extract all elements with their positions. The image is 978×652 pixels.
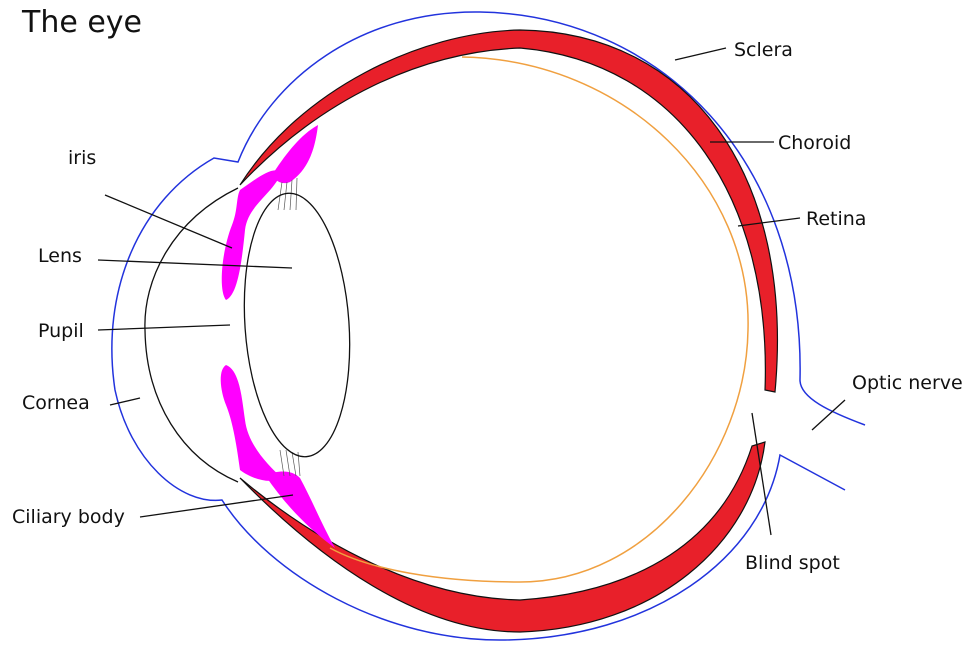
retina	[330, 57, 748, 582]
label: iris	[68, 147, 96, 169]
cornea	[145, 188, 238, 482]
iris	[222, 170, 282, 300]
sclera	[112, 12, 865, 640]
iris	[221, 365, 282, 481]
leader-line	[675, 48, 726, 60]
eye-diagram: The eye Sclera Choroid Retina iris Lens …	[0, 0, 978, 652]
label: Pupil	[38, 320, 84, 342]
leader-line	[98, 325, 230, 330]
lens	[236, 190, 358, 461]
label: Choroid	[778, 132, 851, 154]
choroid	[240, 442, 765, 632]
label: Blind spot	[745, 552, 840, 574]
label: Cornea	[22, 392, 90, 414]
label: Retina	[806, 208, 866, 230]
title: The eye	[21, 5, 142, 40]
leader-line	[110, 398, 140, 405]
label: Ciliary body	[12, 506, 125, 528]
label: Lens	[38, 245, 82, 267]
label: Sclera	[734, 39, 793, 61]
zonule	[278, 178, 300, 476]
page: The eye Sclera Choroid Retina iris Lens …	[0, 0, 978, 652]
label: Optic nerve	[852, 372, 963, 394]
leader-lines	[98, 48, 845, 535]
choroid	[240, 30, 777, 392]
